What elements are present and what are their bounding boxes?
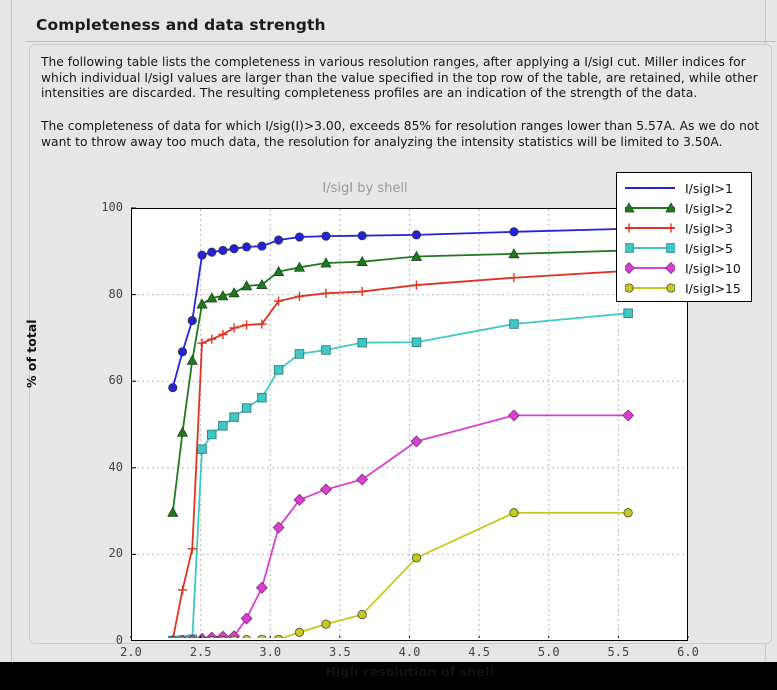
legend-item-i-sigi-2[interactable]: I/sigI>2 [617,198,751,218]
x-axis-tick-label: 5.5 [607,645,630,659]
legend-swatch-diamond-icon [625,261,675,275]
x-axis-tick-label: 2.0 [120,645,142,659]
x-axis-tick-label: 2.5 [189,645,212,659]
title-divider [26,41,776,42]
legend-swatch-plus-icon [625,221,675,235]
legend-swatch-square-icon [625,241,675,255]
legend-label: I/sigI>5 [685,240,733,256]
page-title: Completeness and data strength [36,16,326,34]
legend-label: I/sigI>1 [685,180,733,196]
legend-swatch-circle-icon [625,181,675,195]
chart-legend: I/sigI>1 I/sigI>2 I/sigI>3 I/sigI>5 I/sigI>1… [616,172,752,302]
chart-title: I/sigI by shell [322,181,408,196]
y-axis-tick-label: 100 [101,200,123,214]
y-axis-tick-label: 80 [108,286,123,301]
x-axis-label: High resolution of shell [325,665,494,680]
legend-label: I/sigI>2 [685,200,733,216]
legend-item-i-sigi-1[interactable]: I/sigI>1 [617,178,751,198]
legend-item-i-sigi-5[interactable]: I/sigI>5 [617,238,751,258]
page-content-column: Completeness and data strength The follo… [11,0,776,680]
y-axis-tick-label: 0 [115,633,123,647]
x-axis-tick-label: 3.0 [259,645,282,659]
x-axis-tick-label: 3.5 [329,645,351,659]
plot-area [131,208,688,641]
x-axis-tick-label: 4.5 [468,645,490,659]
legend-item-i-sigi-3[interactable]: I/sigI>3 [617,218,751,238]
description-paragraph-1: The following table lists the completene… [41,55,758,100]
legend-label: I/sigI>3 [685,220,733,236]
legend-label: I/sigI>10 [685,260,741,276]
y-axis-tick-label: 60 [108,373,123,388]
legend-label: I/sigI>15 [685,280,741,296]
y-axis-tick-label: 40 [108,459,123,474]
x-axis-tick-label: 4.0 [398,645,421,659]
description-paragraph-2: The completeness of data for which I/sig… [41,119,760,149]
completeness-chart: I/sigI by shell % of total High resoluti… [24,168,752,680]
x-axis-tick-label: 5.0 [537,645,560,659]
legend-swatch-circle-icon [625,281,675,295]
y-axis-tick-label: 20 [108,546,123,561]
legend-swatch-triangle-icon [625,201,675,215]
legend-item-i-sigi-10[interactable]: I/sigI>10 [617,258,751,278]
y-axis-label: % of total [24,319,39,388]
legend-item-i-sigi-15[interactable]: I/sigI>15 [617,278,751,298]
x-axis-tick-label: 6.0 [677,645,699,659]
